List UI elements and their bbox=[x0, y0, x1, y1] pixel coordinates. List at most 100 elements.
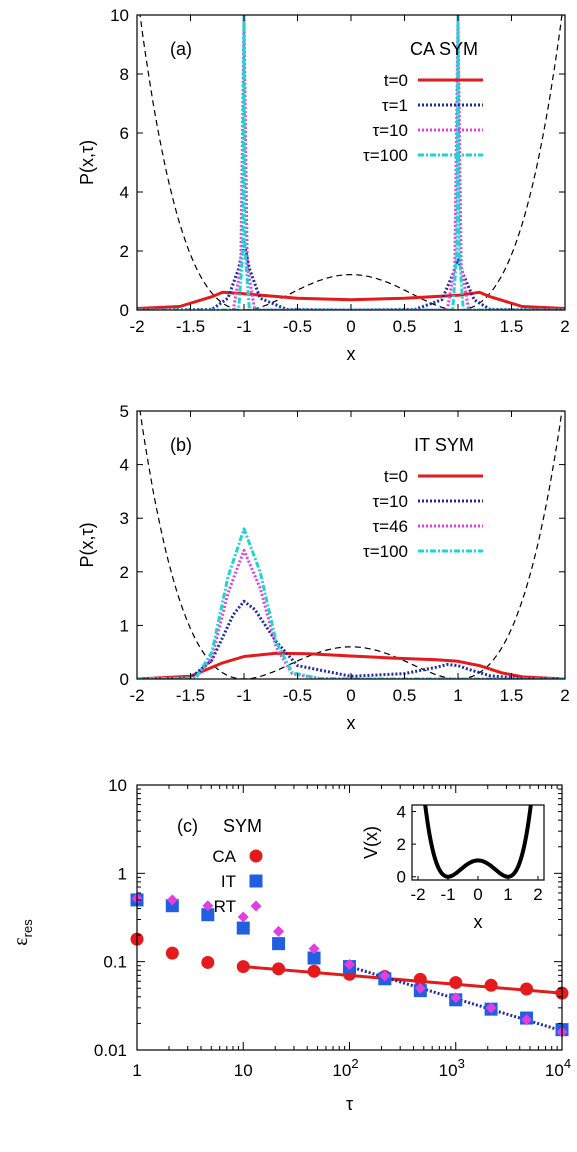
x-tick-label: -0.5 bbox=[283, 686, 312, 705]
inset-x-tick-label: -2 bbox=[410, 885, 425, 904]
data-point-CA bbox=[484, 978, 498, 992]
x-tick-label: 1.5 bbox=[500, 686, 524, 705]
x-tick-base: 10 bbox=[439, 1061, 458, 1080]
data-point-RT bbox=[308, 943, 320, 955]
inset-x-tick-label: 1 bbox=[503, 885, 512, 904]
x-tick-label: -1.5 bbox=[176, 686, 205, 705]
x-tick-label: 1 bbox=[453, 686, 462, 705]
panel-a: -2 -1.5 -1 -0.5 0 0.5 1 1.5 2 0 2 4 6 8 10 x P(x,τ) (a) CA… bbox=[77, 6, 570, 364]
x-tick-label: -2 bbox=[129, 686, 144, 705]
y-axis-subscript: res bbox=[20, 919, 35, 938]
legend-label: IT bbox=[221, 872, 236, 891]
legend-label: t=0 bbox=[384, 71, 408, 90]
series-line-3 bbox=[137, 15, 565, 310]
x-tick-exponent: 2 bbox=[351, 1056, 358, 1071]
x-tick-label: 0.5 bbox=[393, 317, 417, 336]
y-tick-label: 2 bbox=[120, 242, 129, 261]
fit-line-0 bbox=[243, 965, 563, 995]
data-point-CA bbox=[413, 972, 427, 986]
data-point-RT bbox=[166, 894, 178, 906]
legend-label: CA bbox=[212, 847, 236, 866]
data-point-CA bbox=[165, 946, 179, 960]
data-point-CA bbox=[449, 976, 463, 990]
data-point-CA bbox=[520, 982, 534, 996]
y-tick-label: 4 bbox=[120, 456, 129, 475]
y-tick-label: 6 bbox=[120, 124, 129, 143]
x-axis-label: x bbox=[347, 344, 356, 364]
data-point-RT bbox=[237, 911, 249, 923]
series-line-2 bbox=[137, 548, 565, 679]
y-tick-label: 0 bbox=[120, 670, 129, 689]
x-axis-label: τ bbox=[346, 1094, 353, 1114]
y-tick-label: 10 bbox=[110, 6, 129, 25]
x-tick-label: 102 bbox=[332, 1056, 358, 1080]
legend-label: τ=100 bbox=[363, 542, 408, 561]
data-point-RT bbox=[521, 1014, 533, 1026]
panel-title: IT SYM bbox=[414, 435, 474, 455]
x-tick-exponent: 4 bbox=[564, 1056, 571, 1071]
data-point-RT bbox=[202, 900, 214, 912]
legend-label: t=0 bbox=[384, 467, 408, 486]
inset-background bbox=[412, 805, 544, 880]
series-line-2 bbox=[137, 15, 565, 310]
x-tick-label: 103 bbox=[439, 1056, 465, 1080]
potential-curve bbox=[139, 15, 563, 310]
x-tick-base: 1 bbox=[132, 1061, 141, 1080]
x-tick-label: 2 bbox=[560, 686, 569, 705]
data-point-RT bbox=[414, 982, 426, 994]
x-tick-label: -1 bbox=[236, 686, 251, 705]
x-tick-label: -1.5 bbox=[176, 317, 205, 336]
y-tick-label: 1 bbox=[120, 616, 129, 635]
inset-plot: -2 -1 0 1 2 0 2 4 x V(x) bbox=[361, 803, 545, 932]
x-tick-label: 1 bbox=[132, 1061, 141, 1080]
x-tick-label: 0 bbox=[346, 686, 355, 705]
y-tick-label: 0 bbox=[120, 301, 129, 320]
x-tick-label: -2 bbox=[129, 317, 144, 336]
data-point-IT bbox=[272, 937, 286, 951]
y-axis-label: P(x,τ) bbox=[77, 140, 97, 185]
data-point-RT bbox=[344, 958, 355, 970]
x-tick-label: 0.5 bbox=[393, 686, 417, 705]
legend-label: RT bbox=[214, 897, 236, 916]
inset-x-tick-label: 2 bbox=[533, 885, 542, 904]
data-point-IT bbox=[201, 908, 215, 922]
x-tick-exponent: 3 bbox=[458, 1056, 465, 1071]
panel-tag: (b) bbox=[170, 435, 192, 455]
plot-frame bbox=[136, 410, 566, 680]
legend-marker bbox=[249, 849, 263, 863]
x-tick-base: 10 bbox=[545, 1061, 564, 1080]
legend-label: τ=100 bbox=[363, 146, 408, 165]
data-point-IT bbox=[307, 951, 321, 965]
data-point-CA bbox=[201, 955, 215, 969]
panel-tag: (c) bbox=[177, 816, 198, 836]
legend-marker bbox=[249, 874, 263, 888]
legend-marker bbox=[250, 900, 262, 912]
y-axis-symbol: ε bbox=[10, 937, 32, 945]
legend-label: τ=46 bbox=[372, 517, 408, 536]
x-tick-label: 1.5 bbox=[500, 317, 524, 336]
inset-y-tick-label: 4 bbox=[397, 803, 406, 822]
potential-curve bbox=[139, 411, 563, 679]
series-line-1 bbox=[137, 240, 565, 310]
x-tick-label: -1 bbox=[236, 317, 251, 336]
inset-y-tick-label: 0 bbox=[397, 868, 406, 887]
y-tick-label: 5 bbox=[120, 402, 129, 421]
legend-label: τ=10 bbox=[372, 121, 408, 140]
panel-tag: (a) bbox=[170, 39, 192, 59]
data-point-IT bbox=[236, 921, 250, 935]
inset-y-tick-label: 2 bbox=[397, 835, 406, 854]
series-line-1 bbox=[137, 599, 565, 679]
x-tick-label: -0.5 bbox=[283, 317, 312, 336]
y-tick-label: 0.1 bbox=[103, 953, 127, 972]
x-tick-label: 2 bbox=[560, 317, 569, 336]
y-tick-label: 8 bbox=[120, 65, 129, 84]
data-point-RT bbox=[485, 1002, 497, 1014]
panel-title: CA SYM bbox=[410, 39, 478, 59]
inset-x-tick-label: -1 bbox=[440, 885, 455, 904]
series-line-0 bbox=[137, 651, 565, 679]
y-axis-label: εres bbox=[10, 919, 35, 946]
y-axis-label: P(x,τ) bbox=[77, 522, 97, 567]
plot-frame bbox=[136, 14, 566, 311]
legend-label: τ=10 bbox=[372, 492, 408, 511]
